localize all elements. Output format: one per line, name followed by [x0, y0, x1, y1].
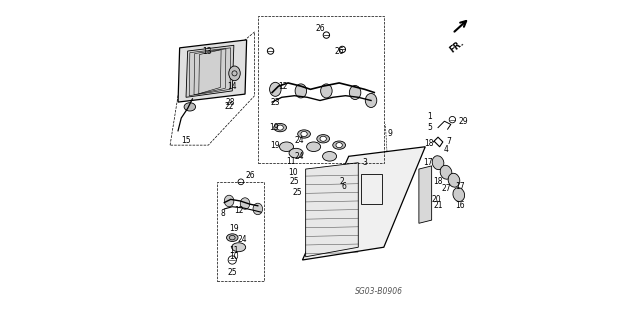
Text: 19: 19 [229, 224, 239, 233]
Ellipse shape [227, 234, 238, 241]
Ellipse shape [184, 103, 196, 111]
Text: 26: 26 [245, 171, 255, 180]
Ellipse shape [228, 66, 240, 81]
Ellipse shape [280, 142, 294, 152]
Text: 27: 27 [441, 184, 451, 193]
Text: 21: 21 [433, 201, 443, 210]
Polygon shape [303, 147, 425, 260]
Text: 12: 12 [234, 206, 243, 215]
Text: 17: 17 [424, 158, 433, 167]
Bar [362, 174, 382, 204]
Polygon shape [306, 163, 358, 257]
Ellipse shape [365, 93, 377, 108]
Ellipse shape [432, 156, 444, 170]
Text: 17: 17 [456, 182, 465, 191]
Text: 24: 24 [294, 136, 304, 145]
Text: 3: 3 [362, 158, 367, 167]
Ellipse shape [232, 243, 246, 252]
Ellipse shape [440, 165, 452, 179]
Text: 12: 12 [278, 82, 288, 91]
Ellipse shape [321, 84, 332, 98]
Text: 6: 6 [342, 182, 346, 191]
Text: 19: 19 [271, 141, 280, 150]
Ellipse shape [317, 135, 330, 143]
Ellipse shape [320, 136, 326, 141]
Polygon shape [186, 45, 234, 97]
Text: 28: 28 [226, 98, 236, 107]
Text: 29: 29 [459, 117, 468, 126]
Text: 14: 14 [227, 82, 237, 91]
Ellipse shape [240, 198, 250, 209]
Text: 25: 25 [227, 268, 237, 277]
Ellipse shape [274, 123, 287, 132]
Text: SG03-B0906: SG03-B0906 [355, 287, 403, 296]
Text: 24: 24 [294, 152, 304, 161]
Text: 4: 4 [444, 145, 449, 154]
Bar [258, 16, 384, 163]
Text: 9: 9 [388, 130, 392, 138]
Text: 18: 18 [424, 139, 433, 148]
Ellipse shape [453, 188, 465, 202]
Text: 11: 11 [287, 157, 296, 166]
Ellipse shape [277, 125, 284, 130]
Ellipse shape [349, 85, 361, 100]
Text: 10: 10 [288, 168, 298, 177]
Ellipse shape [323, 152, 337, 161]
Text: 10: 10 [229, 252, 239, 261]
Text: 13: 13 [202, 47, 212, 56]
Text: 2: 2 [340, 177, 345, 186]
Text: 5: 5 [428, 123, 433, 132]
Text: 25: 25 [290, 177, 300, 186]
Text: 23: 23 [271, 98, 280, 107]
Text: 11: 11 [229, 246, 239, 255]
Text: 7: 7 [447, 137, 452, 146]
Text: 25: 25 [293, 189, 303, 197]
Text: 16: 16 [456, 201, 465, 210]
Text: 19: 19 [269, 123, 278, 132]
Ellipse shape [289, 148, 303, 158]
Ellipse shape [301, 131, 307, 137]
Ellipse shape [333, 141, 346, 149]
Text: 26: 26 [315, 24, 325, 33]
Text: FR.: FR. [447, 38, 465, 55]
Ellipse shape [448, 173, 460, 187]
Text: 24: 24 [237, 235, 246, 244]
Ellipse shape [336, 143, 342, 148]
Polygon shape [419, 166, 431, 223]
Bar [218, 182, 264, 281]
Text: 8: 8 [220, 209, 225, 218]
Text: 22: 22 [225, 102, 234, 111]
Ellipse shape [253, 203, 262, 215]
Text: 15: 15 [181, 136, 191, 145]
Text: 26: 26 [334, 47, 344, 56]
Text: 18: 18 [433, 177, 443, 186]
Ellipse shape [295, 84, 307, 98]
Ellipse shape [224, 195, 234, 207]
Ellipse shape [298, 130, 310, 138]
Ellipse shape [307, 142, 321, 152]
Text: 20: 20 [431, 195, 441, 204]
Text: 1: 1 [428, 112, 433, 121]
Ellipse shape [269, 82, 281, 96]
Polygon shape [178, 40, 246, 102]
